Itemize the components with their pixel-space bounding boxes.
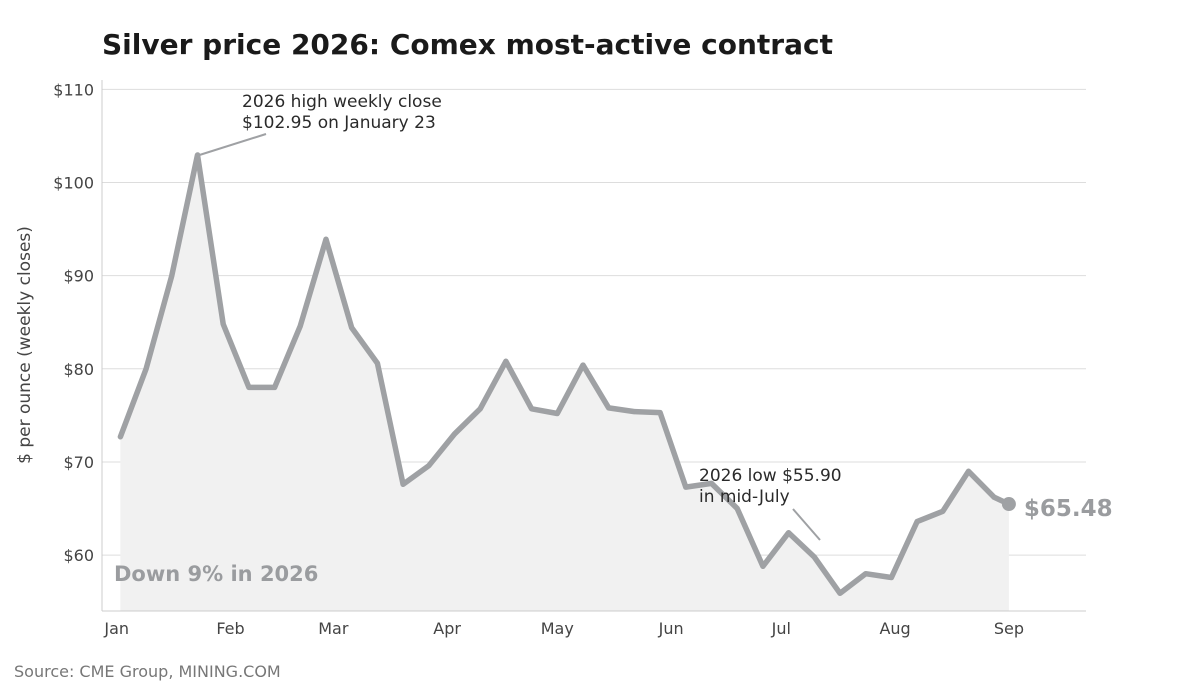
- y-tick-label-110: $110: [53, 80, 94, 99]
- high-annotation-line1: 2026 high weekly close: [242, 92, 442, 112]
- y-tick-label-90: $90: [63, 267, 94, 286]
- high-annotation-line2: $102.95 on January 23: [242, 113, 436, 133]
- source-note: Source: CME Group, MINING.COM: [14, 662, 281, 681]
- low-annotation-line2: in mid-July: [699, 487, 790, 507]
- axes: [101, 80, 1086, 612]
- x-tick-label-jul: Jul: [771, 619, 791, 638]
- last-value-point: [1001, 497, 1016, 512]
- high-annotation-leader: [199, 133, 267, 156]
- series-line-layer: [117, 152, 1012, 597]
- x-tick-label-may: May: [541, 619, 574, 638]
- y-tick-label-60: $60: [63, 546, 94, 565]
- low-annotation-line1: 2026 low $55.90: [699, 466, 842, 486]
- x-tick-label-sep: Sep: [994, 619, 1024, 638]
- series-line: [117, 152, 1012, 597]
- y-axis-label: $ per ounce (weekly closes): [15, 226, 35, 464]
- area-layer: [120, 155, 1009, 611]
- low-annotation-leader: [792, 508, 821, 541]
- y-tick-label-70: $70: [63, 453, 94, 472]
- summary-label: Down 9% in 2026: [114, 562, 318, 586]
- x-tick-label-mar: Mar: [318, 619, 349, 638]
- x-tick-label-apr: Apr: [433, 619, 461, 638]
- x-tick-label-aug: Aug: [879, 619, 910, 638]
- y-tick-label-80: $80: [63, 360, 94, 379]
- y-tick-label-100: $100: [53, 173, 94, 192]
- last-value-label: $65.48: [1024, 496, 1113, 522]
- annotations: 2026 high weekly close $102.95 on Januar…: [114, 92, 1113, 586]
- y-tick-labels: $60 $70 $80 $90 $100 $110: [53, 80, 94, 565]
- x-tick-labels: Jan Feb Mar Apr May Jun Jul Aug Sep: [103, 619, 1024, 638]
- x-tick-label-jun: Jun: [658, 619, 684, 638]
- series-area: [120, 155, 1009, 611]
- x-tick-label-jan: Jan: [103, 619, 129, 638]
- chart-title: Silver price 2026: Comex most-active con…: [102, 28, 833, 61]
- x-tick-label-feb: Feb: [216, 619, 244, 638]
